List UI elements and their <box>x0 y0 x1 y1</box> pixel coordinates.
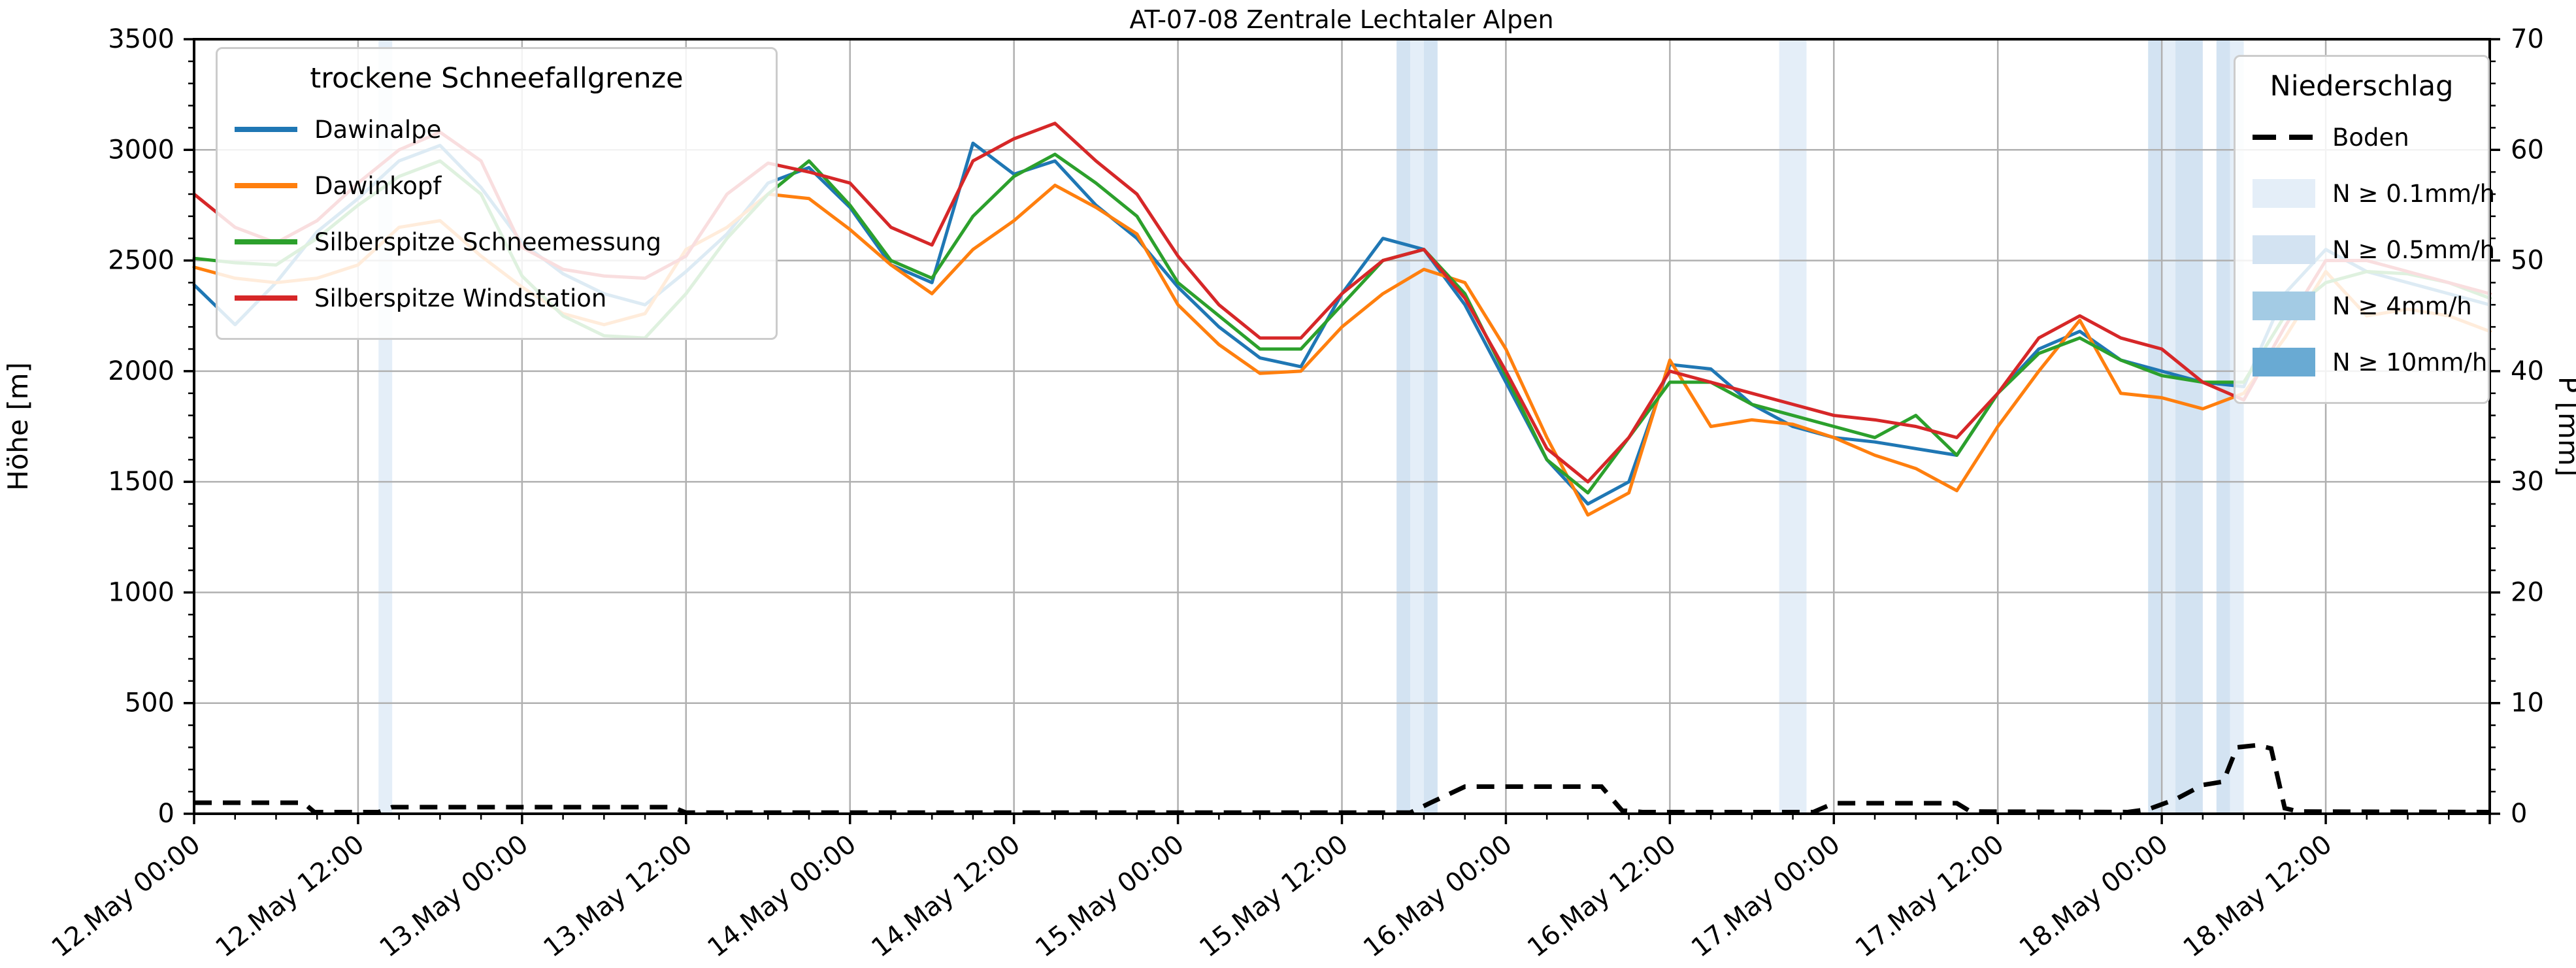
y-right-axis-label: P [mm] <box>2552 376 2576 476</box>
precip-band <box>2175 39 2203 814</box>
y-right-tick-label: 20 <box>2511 577 2544 607</box>
legend-item-series-1-swatch <box>235 183 297 188</box>
legend-item-level-3: N ≥ 10mm/h <box>2253 334 2487 390</box>
legend-item-series-1: Dawinkopf <box>235 158 759 214</box>
legend-item-series-3-label: Silberspitze Windstation <box>314 284 607 312</box>
legend-item-series-3: Silberspitze Windstation <box>235 270 759 326</box>
chart-title: AT-07-08 Zentrale Lechtaler Alpen <box>1129 5 1554 34</box>
y-left-axis-label: Höhe [m] <box>2 362 34 491</box>
y-left-tick-label: 2500 <box>108 246 174 276</box>
x-tick-label: 13.May 12:00 <box>538 829 697 963</box>
y-left-tick-label: 3500 <box>108 24 174 54</box>
legend-snowline-title: trockene Schneefallgrenze <box>310 62 684 95</box>
legend-item-series-2-swatch <box>235 239 297 244</box>
precip-band <box>2216 39 2230 814</box>
legend-item-level-1: N ≥ 0.5mm/h <box>2253 222 2495 278</box>
legend-item-series-1-label: Dawinkopf <box>314 171 442 200</box>
legend-item-level-1-swatch <box>2253 235 2315 264</box>
y-right-tick-labels: 0 10 20 30 40 50 60 70 <box>2511 24 2544 829</box>
boden-series <box>194 743 2490 815</box>
legend-precip-title: Niederschlag <box>2270 70 2454 103</box>
legend-precip-items: Boden N ≥ 0.1mm/h N ≥ 0.5mm/h N ≥ 4mm/h N ≥ … <box>2253 109 2495 390</box>
legend-item-level-2: N ≥ 4mm/h <box>2253 278 2472 334</box>
x-tick-label: 14.May 12:00 <box>866 829 1025 963</box>
x-tick-label: 15.May 00:00 <box>1030 829 1189 963</box>
plot-spines <box>193 38 2491 815</box>
y-right-tick-label: 40 <box>2511 356 2544 386</box>
legend-item-series-2: Silberspitze Schneemessung <box>235 214 759 270</box>
y-right-tick-label: 60 <box>2511 135 2544 165</box>
x-tick-label: 12.May 12:00 <box>210 829 370 963</box>
legend-snowline: trockene Schneefallgrenze Dawinalpe Dawin… <box>216 47 778 340</box>
precip-band <box>1410 39 1424 814</box>
x-tick-label: 14.May 00:00 <box>702 829 861 963</box>
legend-item-boden: Boden <box>2253 109 2471 165</box>
legend-item-level-0: N ≥ 0.1mm/h <box>2253 165 2495 222</box>
y-left-tick-label: 3000 <box>108 135 174 165</box>
legend-item-level-0-label: N ≥ 0.1mm/h <box>2332 179 2496 208</box>
precip-bands <box>378 39 2244 814</box>
y-right-tick-label: 30 <box>2511 467 2544 497</box>
legend-item-series-3-swatch <box>235 295 297 301</box>
x-tick-label: 17.May 12:00 <box>1850 829 2009 963</box>
x-tick-label: 18.May 00:00 <box>2014 829 2173 963</box>
legend-item-series-0-swatch <box>235 127 297 132</box>
y-left-tick-label: 0 <box>158 799 174 829</box>
legend-item-level-2-swatch <box>2253 292 2315 320</box>
x-tick-label: 17.May 00:00 <box>1686 829 1845 963</box>
legend-item-level-2-label: N ≥ 4mm/h <box>2332 292 2472 320</box>
legend-item-boden-label: Boden <box>2332 123 2409 152</box>
y-right-tick-label: 0 <box>2511 799 2527 829</box>
legend-item-level-1-label: N ≥ 0.5mm/h <box>2332 235 2496 264</box>
y-left-tick-label: 1500 <box>108 467 174 497</box>
y-left-tick-label: 500 <box>125 688 174 718</box>
legend-item-series-0: Dawinalpe <box>235 101 759 158</box>
y-right-tick-label: 10 <box>2511 688 2544 718</box>
x-tick-label: 18.May 12:00 <box>2178 829 2337 963</box>
boden-line <box>194 743 2490 815</box>
y-right-tick-label: 70 <box>2511 24 2544 54</box>
y-left-tick-labels: 0 500 1000 1500 2000 2500 3000 3500 <box>108 24 174 829</box>
precip-band <box>2148 39 2162 814</box>
y-left-tick-label: 2000 <box>108 356 174 386</box>
legend-item-level-3-label: N ≥ 10mm/h <box>2332 348 2488 376</box>
legend-item-series-0-label: Dawinalpe <box>314 115 442 144</box>
x-tick-label: 13.May 00:00 <box>374 829 534 963</box>
legend-item-series-2-label: Silberspitze Schneemessung <box>314 227 662 256</box>
legend-item-boden-swatch <box>2253 135 2315 140</box>
legend-precip: Niederschlag Boden N ≥ 0.1mm/h N ≥ 0.5mm/h… <box>2234 55 2495 404</box>
x-tick-labels: 12.May 00:00 12.May 12:00 13.May 00:00 13.M… <box>46 829 2338 963</box>
legend-item-level-3-swatch <box>2253 348 2315 376</box>
legend-snowline-items: Dawinalpe Dawinkopf Silberspitze Schneemes… <box>235 101 759 326</box>
precip-band <box>2162 39 2176 814</box>
precip-band <box>1396 39 1411 814</box>
x-tick-label: 16.May 00:00 <box>1358 829 1517 963</box>
y-left-tick-label: 1000 <box>108 577 174 607</box>
y-right-tick-label: 50 <box>2511 246 2544 276</box>
legend-item-level-0-swatch <box>2253 179 2315 208</box>
x-tick-label: 12.May 00:00 <box>46 829 206 963</box>
precip-band <box>1423 39 1438 814</box>
x-tick-label: 15.May 12:00 <box>1194 829 1353 963</box>
x-tick-label: 16.May 12:00 <box>1522 829 1681 963</box>
